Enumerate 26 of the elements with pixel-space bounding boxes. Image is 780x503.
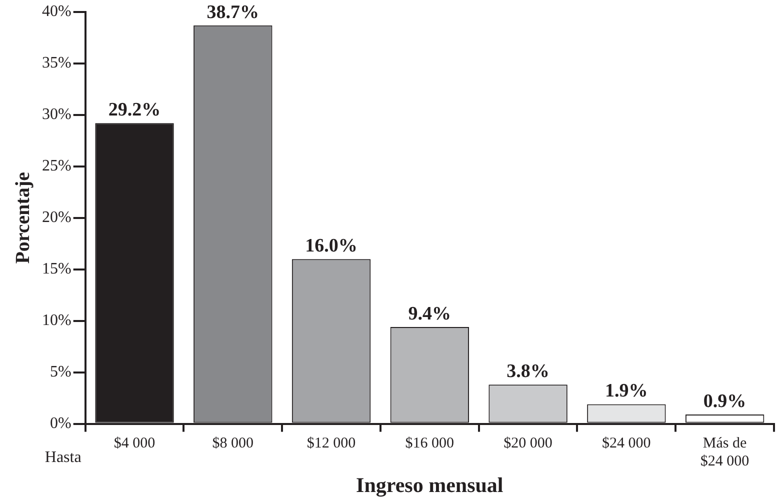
- y-tick-label: 20%: [42, 209, 72, 226]
- x-axis-title: Ingreso mensual: [356, 472, 504, 497]
- text: Hasta: [44, 448, 82, 466]
- y-tick-label: 40%: [42, 3, 72, 20]
- y-tick-label: 30%: [42, 106, 72, 124]
- y-tick-label: 10%: [42, 312, 72, 330]
- data-label: 38.7%: [206, 2, 260, 23]
- data-label: 16.0%: [305, 235, 358, 256]
- data-label: 9.4%: [408, 303, 452, 324]
- x-tick-label: Más de $24 000: [700, 436, 750, 470]
- x-tick-label: $12 000: [306, 436, 356, 452]
- y-tick-label: 5%: [50, 364, 72, 381]
- data-label: 1.9%: [605, 380, 648, 402]
- x-tick-label: $8 000: [212, 436, 254, 452]
- x-tick-label: $20 000: [504, 436, 552, 452]
- x-tick-label: $4 000: [114, 436, 156, 452]
- y-tick-label: 25%: [42, 158, 72, 175]
- y-axis-title: Porcentaje: [12, 172, 34, 264]
- data-label: 0.9%: [703, 390, 746, 412]
- x-tick-label: $16 000: [405, 436, 454, 452]
- y-tick-label: 15%: [42, 260, 72, 278]
- data-label: 29.2%: [108, 100, 161, 121]
- x-tick-label: $24 000: [602, 436, 651, 452]
- y-tick-label: 35%: [42, 54, 72, 72]
- data-label: 3.8%: [506, 361, 550, 382]
- y-tick-label: 0%: [50, 415, 72, 432]
